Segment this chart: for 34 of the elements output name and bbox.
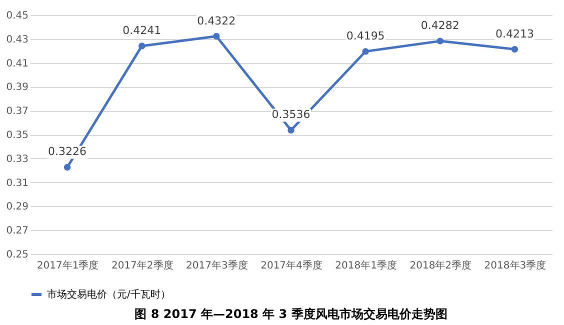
y-tick-label: 0.39 (6, 82, 28, 94)
point (138, 42, 146, 50)
point (511, 46, 518, 53)
data-label: 0.3536 (272, 108, 310, 122)
legend-label: 市场交易电价（元/千瓦时） (47, 288, 170, 300)
point (64, 164, 71, 171)
x-tick-label: 2018年2季度 (410, 260, 472, 272)
y-tick-label: 0.37 (6, 106, 28, 118)
text: 图 8 2017 年—2018 年 3 季度风电市场交易电价走势图 (134, 307, 448, 321)
x-tick-label: 2018年3季度 (484, 260, 546, 272)
x-tick-label: 2017年4季度 (260, 260, 322, 272)
y-tick-label: 0.35 (6, 130, 28, 141)
x-tick-label: 2017年1季度 (36, 260, 99, 272)
y-tick-label: 0.33 (6, 154, 28, 165)
y-tick-label: 0.31 (6, 178, 28, 189)
x-tick-label: 2017年3季度 (186, 260, 248, 272)
y-tick-label: 0.41 (6, 58, 28, 70)
y-tick-label: 0.25 (6, 250, 28, 260)
data-label: 0.4241 (122, 24, 162, 37)
y-tick-label: 0.29 (6, 202, 28, 213)
point (213, 32, 220, 40)
y-tick-label: 0.45 (6, 10, 28, 22)
point (436, 38, 444, 44)
data-label: 0.3226 (48, 145, 87, 158)
y-tick-label: 0.27 (6, 226, 28, 237)
point (288, 126, 294, 134)
point (362, 48, 369, 55)
x-tick-label: 2017年2季度 (111, 260, 174, 272)
data-label: 0.4322 (197, 14, 236, 28)
y-tick-label: 0.43 (6, 34, 28, 46)
data-label: 0.4282 (420, 19, 460, 32)
data-label: 0.4213 (495, 27, 534, 40)
x-tick-label: 2018年1季度 (335, 260, 397, 272)
data-label: 0.4195 (346, 29, 385, 42)
